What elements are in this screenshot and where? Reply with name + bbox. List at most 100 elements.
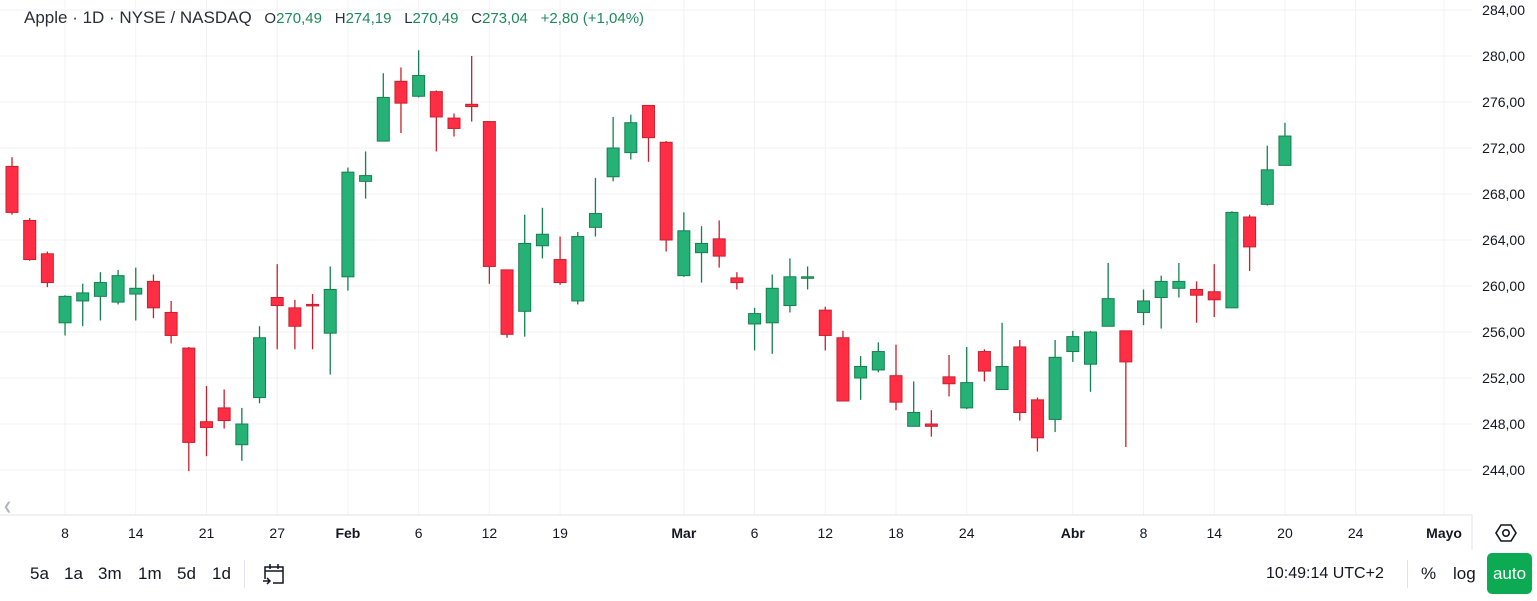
divider (1407, 560, 1408, 588)
candle-down (977, 351, 991, 372)
range-1a-button[interactable]: 1a (64, 564, 83, 583)
candle-up (606, 147, 620, 178)
y-tick-label: 244,00 (1482, 462, 1525, 478)
y-tick-label: 260,00 (1482, 278, 1525, 294)
x-tick-label: 6 (751, 525, 759, 541)
candle-down (553, 259, 567, 284)
x-tick-label: 27 (269, 525, 285, 541)
candle-up (907, 412, 921, 427)
settings-hexagon-icon[interactable] (1493, 520, 1519, 546)
candle-down (465, 103, 479, 108)
low-value: 270,49 (412, 10, 459, 27)
y-tick-label: 248,00 (1482, 416, 1525, 432)
candle-down (270, 297, 284, 307)
candle-down (164, 311, 178, 336)
candle-down (217, 407, 231, 422)
open-value: 270,49 (276, 10, 322, 27)
y-tick-label: 252,00 (1482, 370, 1525, 386)
candle-down (182, 347, 196, 443)
candle-down (1119, 330, 1133, 363)
candle-up (765, 287, 779, 324)
clock-timezone[interactable]: 10:49:14 UTC+2 (1266, 565, 1384, 582)
candle-up (624, 122, 638, 154)
x-tick-label: 6 (415, 525, 423, 541)
candle-down (199, 421, 213, 428)
candle-down (40, 253, 54, 284)
x-tick-label: Feb (335, 525, 360, 541)
close-label: C (471, 10, 482, 27)
range-3m-button[interactable]: 3m (98, 564, 122, 583)
candle-down (730, 277, 744, 284)
candle-up (1154, 280, 1168, 298)
candle-down (1243, 216, 1257, 248)
x-tick-label: 20 (1277, 525, 1293, 541)
candle-up (1225, 211, 1239, 309)
candle-up (235, 423, 249, 446)
candle-up (93, 282, 107, 297)
x-tick-label: 14 (128, 525, 144, 541)
candle-up (1260, 169, 1274, 205)
y-tick-label: 276,00 (1482, 94, 1525, 110)
x-tick-label: 12 (817, 525, 833, 541)
y-tick-label: 272,00 (1482, 140, 1525, 156)
candle-down (447, 117, 461, 129)
chevron-left-icon[interactable]: ❮ (3, 501, 13, 513)
candle-down (1013, 346, 1027, 414)
candle-up (1278, 135, 1292, 166)
candle-up (518, 242, 532, 312)
candle-down (5, 165, 19, 213)
candle-up (571, 236, 585, 302)
y-tick-label: 256,00 (1482, 324, 1525, 340)
open-label: O (264, 10, 277, 27)
x-tick-label: 24 (1348, 525, 1364, 541)
candle-up (588, 213, 602, 228)
range-5a-button[interactable]: 5a (30, 564, 49, 583)
candle-up (995, 366, 1009, 390)
candle-down (1030, 399, 1044, 439)
candle-down (482, 121, 496, 267)
range-1m-button[interactable]: 1m (138, 564, 162, 583)
bottom-toolbar: 5a 1a 3m 1m 5d 1d 10:49:14 UTC+2 % log a… (0, 553, 1537, 595)
candlestick-chart[interactable]: 284,00 280,00 276,00 272,00 268,00 264,00 260,… (0, 0, 1537, 555)
change-value: +2,80 (+1,04%) (540, 10, 645, 27)
candle-up (1048, 356, 1062, 420)
percent-scale-button[interactable]: % (1421, 564, 1437, 583)
range-1d-button[interactable]: 1d (212, 564, 231, 583)
log-scale-button[interactable]: log (1453, 564, 1476, 583)
candle-up (801, 276, 815, 279)
x-tick-label: 18 (888, 525, 904, 541)
candle-up (677, 230, 691, 277)
candle-down (1190, 288, 1204, 296)
candle-up (695, 242, 709, 254)
candle-down (500, 269, 514, 335)
symbol-legend: Apple · 1D · NYSE / NASDAQ O270,49 H274,… (24, 8, 644, 28)
candle-up (960, 382, 974, 409)
range-5d-button[interactable]: 5d (177, 564, 196, 583)
candle-up (535, 233, 549, 247)
candle-up (1066, 336, 1080, 353)
x-tick-label: 24 (959, 525, 975, 541)
auto-scale-button[interactable]: auto (1487, 553, 1532, 594)
candle-up (854, 366, 868, 379)
y-tick-label: 264,00 (1482, 232, 1525, 248)
candle-down (889, 375, 903, 403)
candle-up (129, 287, 143, 295)
calendar-goto-icon[interactable] (261, 561, 287, 587)
x-tick-label: Mar (671, 525, 696, 541)
x-tick-label: 14 (1206, 525, 1222, 541)
candle-down (836, 337, 850, 402)
symbol-title: Apple · 1D · NYSE / NASDAQ (24, 8, 252, 27)
y-tick-label: 284,00 (1482, 2, 1525, 18)
candle-down (1207, 291, 1221, 301)
candle-down (394, 80, 408, 104)
high-label: H (334, 10, 346, 27)
candle-up (1083, 331, 1097, 365)
x-tick-label: 8 (61, 525, 69, 541)
candle-down (659, 141, 673, 241)
high-value: 274,19 (345, 10, 392, 27)
candle-up (783, 276, 797, 307)
candle-up (323, 288, 337, 334)
candle-up (253, 337, 267, 399)
low-label: L (404, 10, 413, 27)
candle-up (111, 275, 125, 303)
